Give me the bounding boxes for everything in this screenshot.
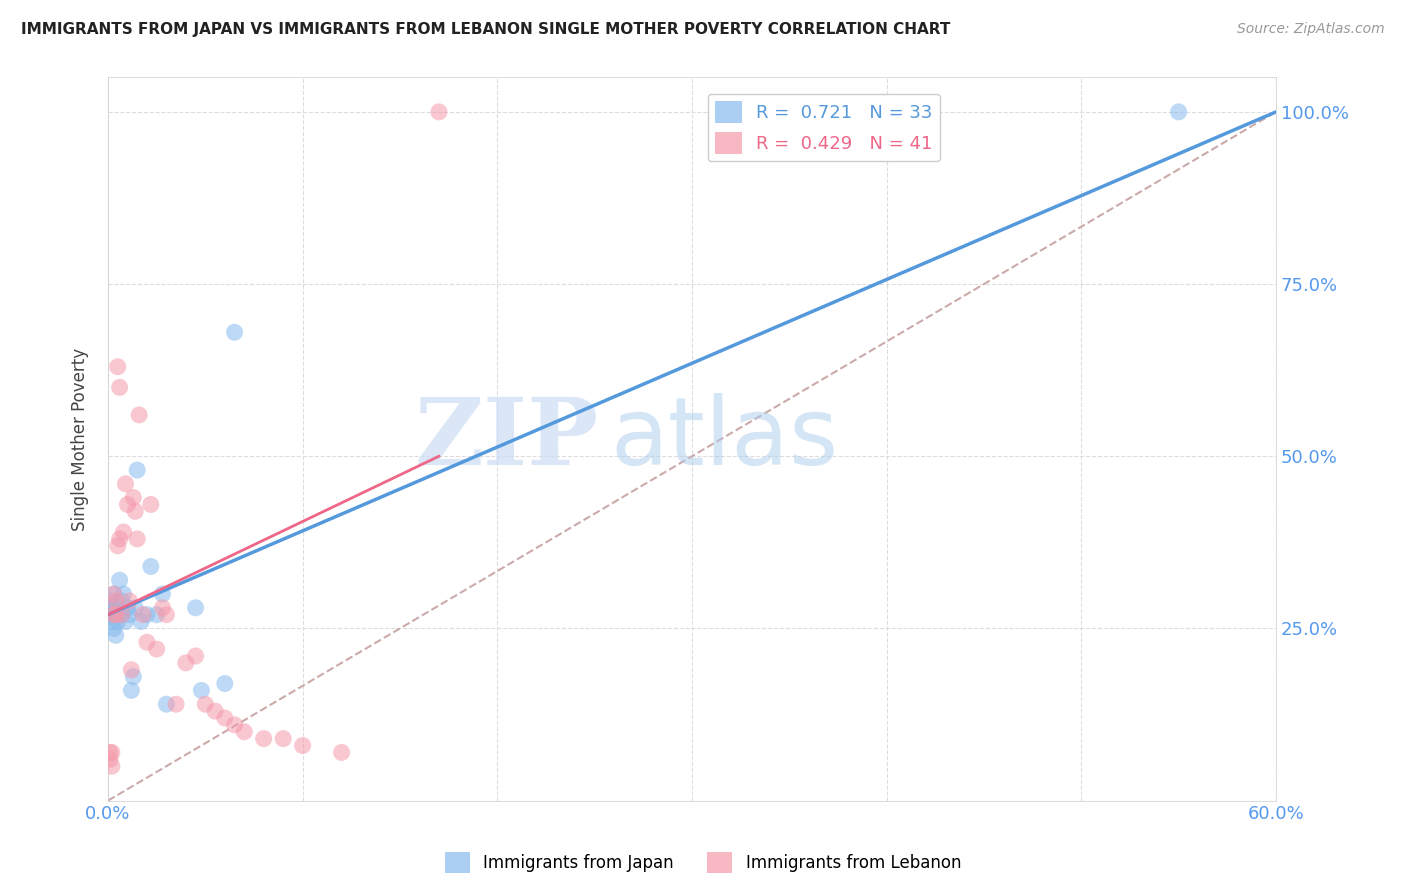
Point <box>103 587 125 601</box>
Legend: Immigrants from Japan, Immigrants from Lebanon: Immigrants from Japan, Immigrants from L… <box>439 846 967 880</box>
Point <box>427 104 450 119</box>
Point <box>118 607 141 622</box>
Point <box>104 607 127 622</box>
Point <box>155 607 177 622</box>
Point <box>110 607 132 622</box>
Text: atlas: atlas <box>610 393 838 485</box>
Point <box>145 642 167 657</box>
Point <box>174 656 197 670</box>
Point <box>124 600 146 615</box>
Point <box>214 711 236 725</box>
Point <box>108 380 131 394</box>
Point <box>120 663 142 677</box>
Point <box>98 752 121 766</box>
Point <box>129 615 152 629</box>
Point <box>224 326 246 340</box>
Point <box>214 676 236 690</box>
Point <box>233 724 256 739</box>
Point <box>139 498 162 512</box>
Point <box>139 559 162 574</box>
Point <box>152 587 174 601</box>
Point <box>114 476 136 491</box>
Text: ZIP: ZIP <box>415 394 599 484</box>
Point <box>107 600 129 615</box>
Point <box>118 594 141 608</box>
Point <box>117 498 139 512</box>
Point <box>101 600 124 615</box>
Y-axis label: Single Mother Poverty: Single Mother Poverty <box>72 348 89 531</box>
Point <box>165 697 187 711</box>
Point <box>104 628 127 642</box>
Point <box>101 759 124 773</box>
Point <box>107 359 129 374</box>
Point <box>135 607 157 622</box>
Point <box>108 532 131 546</box>
Point <box>204 704 226 718</box>
Point <box>112 524 135 539</box>
Point <box>98 746 121 760</box>
Point <box>124 504 146 518</box>
Point <box>135 635 157 649</box>
Point <box>224 718 246 732</box>
Point <box>104 594 127 608</box>
Point <box>101 746 124 760</box>
Point <box>145 607 167 622</box>
Point <box>108 573 131 587</box>
Point <box>194 697 217 711</box>
Point <box>127 463 149 477</box>
Point <box>253 731 276 746</box>
Point <box>110 594 132 608</box>
Point <box>98 607 121 622</box>
Point <box>110 607 132 622</box>
Point <box>120 683 142 698</box>
Point <box>190 683 212 698</box>
Point <box>103 607 125 622</box>
Point <box>101 615 124 629</box>
Point <box>107 615 129 629</box>
Legend: R =  0.721   N = 33, R =  0.429   N = 41: R = 0.721 N = 33, R = 0.429 N = 41 <box>707 94 939 161</box>
Point <box>112 587 135 601</box>
Point <box>291 739 314 753</box>
Point <box>103 587 125 601</box>
Point <box>330 746 353 760</box>
Point <box>103 600 125 615</box>
Text: Source: ZipAtlas.com: Source: ZipAtlas.com <box>1237 22 1385 37</box>
Point <box>155 697 177 711</box>
Text: IMMIGRANTS FROM JAPAN VS IMMIGRANTS FROM LEBANON SINGLE MOTHER POVERTY CORRELATI: IMMIGRANTS FROM JAPAN VS IMMIGRANTS FROM… <box>21 22 950 37</box>
Point <box>98 594 121 608</box>
Point <box>184 600 207 615</box>
Point <box>152 600 174 615</box>
Point <box>271 731 294 746</box>
Point <box>127 532 149 546</box>
Point <box>107 539 129 553</box>
Point <box>132 607 155 622</box>
Point <box>103 622 125 636</box>
Point <box>122 491 145 505</box>
Point <box>104 607 127 622</box>
Point <box>114 615 136 629</box>
Point <box>117 600 139 615</box>
Point <box>184 648 207 663</box>
Point <box>1167 104 1189 119</box>
Point <box>128 408 150 422</box>
Point <box>122 670 145 684</box>
